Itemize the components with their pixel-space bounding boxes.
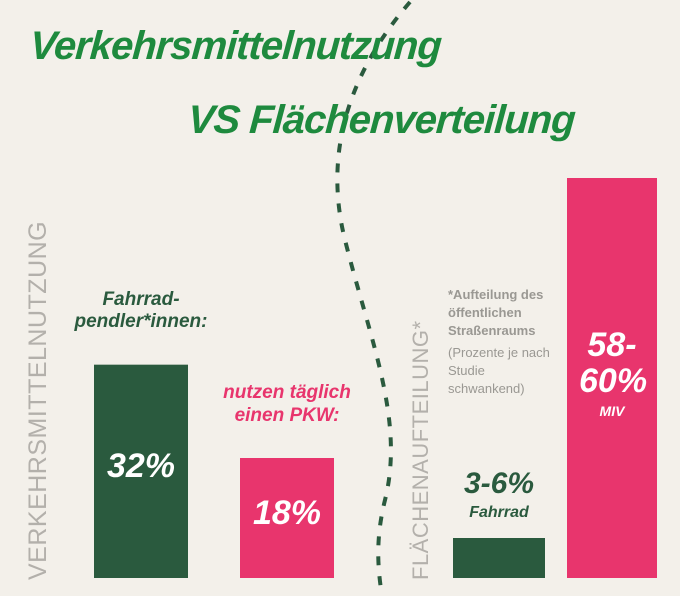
value-label: 32%	[106, 447, 176, 486]
footnote: *Aufteilung des öffentlichen Straßenraum…	[448, 287, 544, 339]
bar-caption: Fahrrad-pendler*innen:	[74, 288, 208, 333]
axis-label: VERKEHRSMITTELNUTZUNG	[24, 220, 52, 580]
divider	[335, 0, 412, 596]
bar	[567, 178, 657, 578]
axis-label: FLÄCHENAUFTEILUNG*	[408, 320, 433, 580]
bar	[94, 364, 188, 578]
bar-caption: Fahrrad	[469, 504, 529, 521]
bar	[453, 538, 545, 578]
footnote: (Prozente je nach Studie schwankend)	[448, 345, 550, 397]
title-line: Verkehrsmittelnutzung	[28, 24, 443, 68]
value-label: 18%	[252, 494, 322, 532]
bar-caption: MIV	[599, 403, 625, 419]
bar	[240, 458, 334, 578]
value-label: 58-60%	[579, 326, 648, 400]
bar-caption: nutzen täglich einen PKW:	[223, 382, 351, 426]
title-line: VS Flächenverteilung	[186, 98, 577, 142]
value-label: 3-6%	[463, 467, 535, 500]
